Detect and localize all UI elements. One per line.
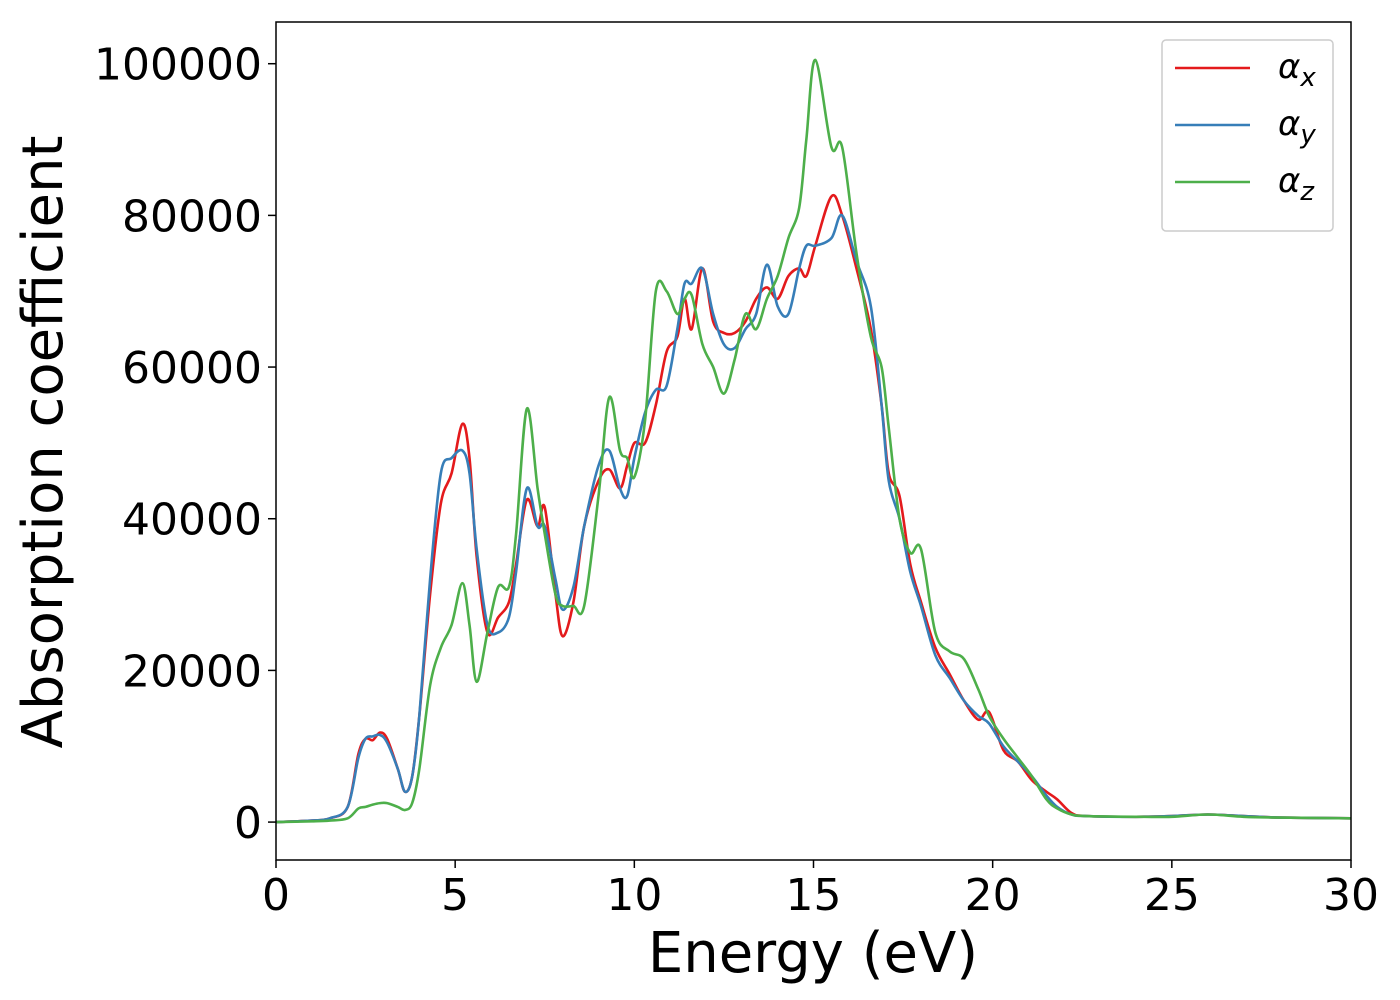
x-tick-label: 15 <box>786 870 842 921</box>
y-tick-label: 40000 <box>122 495 262 546</box>
x-tick-label: 10 <box>606 870 662 921</box>
y-tick-label: 0 <box>234 798 262 849</box>
y-tick-label: 20000 <box>122 646 262 697</box>
legend-label: αy <box>1278 104 1316 150</box>
x-tick-label: 20 <box>965 870 1021 921</box>
y-axis-label: Absorption coefficient <box>11 136 76 749</box>
x-axis-label: Energy (eV) <box>648 921 978 986</box>
x-tick-label: 0 <box>262 870 290 921</box>
data-line <box>276 58 1351 824</box>
x-tick-label: 5 <box>441 870 469 921</box>
y-tick-label: 100000 <box>94 40 262 91</box>
legend-label: αx <box>1278 47 1316 93</box>
data-line <box>276 213 1351 824</box>
legend-label: αz <box>1278 161 1315 207</box>
x-tick-label: 30 <box>1323 870 1379 921</box>
x-tick-label: 25 <box>1144 870 1200 921</box>
y-tick-label: 80000 <box>122 191 262 242</box>
plot-frame <box>275 21 1352 861</box>
y-tick-label: 60000 <box>122 343 262 394</box>
